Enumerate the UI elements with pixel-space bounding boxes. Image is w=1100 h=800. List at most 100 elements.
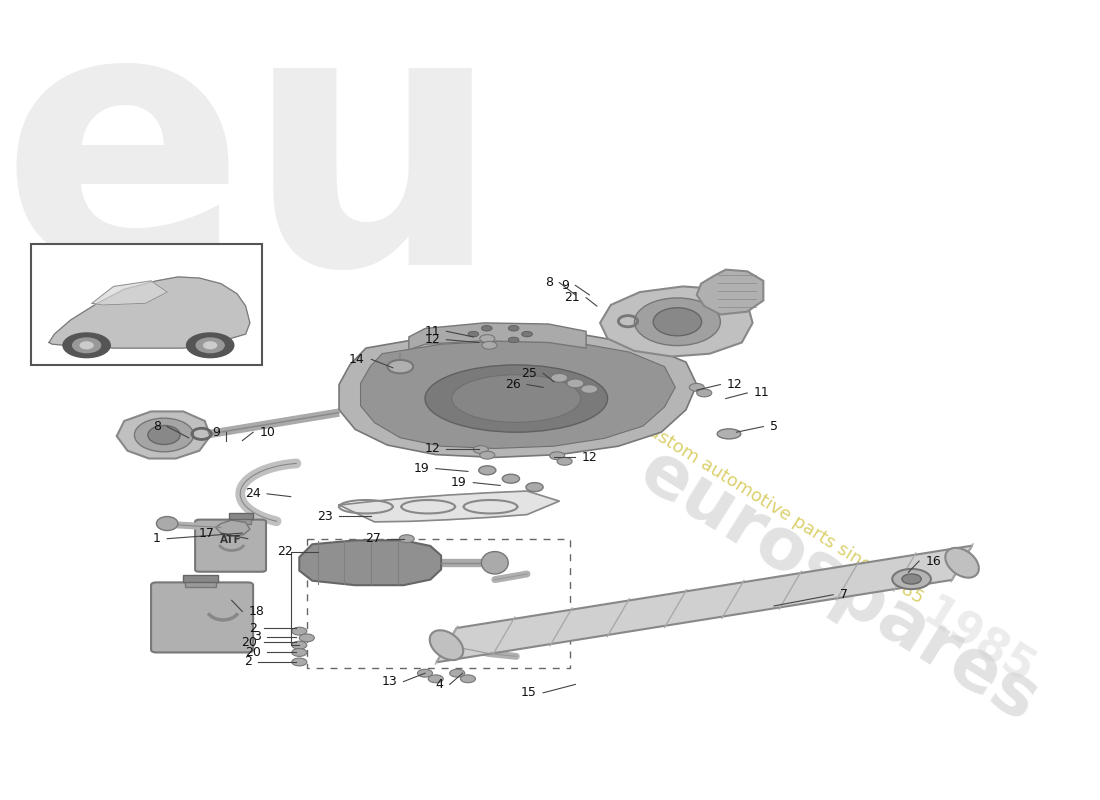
Text: 8: 8 — [544, 276, 553, 289]
Text: 12: 12 — [425, 334, 440, 346]
FancyBboxPatch shape — [195, 520, 266, 572]
Bar — [186, 579, 216, 587]
Circle shape — [902, 574, 921, 584]
Text: 4: 4 — [436, 678, 443, 691]
Text: 14: 14 — [349, 353, 365, 366]
Text: a custom automotive parts since 1985: a custom automotive parts since 1985 — [621, 408, 926, 608]
Circle shape — [521, 331, 532, 337]
Text: 2: 2 — [250, 622, 257, 635]
Polygon shape — [299, 540, 441, 585]
Text: 19: 19 — [414, 462, 429, 475]
Text: 2: 2 — [244, 655, 252, 669]
Bar — [230, 514, 253, 519]
Text: 9: 9 — [561, 279, 569, 292]
Text: 16: 16 — [925, 554, 942, 567]
Circle shape — [299, 634, 315, 642]
Circle shape — [696, 389, 712, 397]
Circle shape — [566, 379, 584, 388]
Circle shape — [581, 385, 598, 394]
Circle shape — [480, 451, 495, 459]
Text: 1985: 1985 — [915, 591, 1043, 694]
Circle shape — [292, 627, 307, 635]
Ellipse shape — [717, 429, 740, 439]
Circle shape — [480, 334, 495, 342]
Circle shape — [63, 333, 110, 358]
Circle shape — [508, 337, 519, 342]
Circle shape — [482, 342, 497, 350]
Polygon shape — [339, 333, 696, 458]
Text: 18: 18 — [249, 605, 265, 618]
Polygon shape — [409, 323, 586, 350]
Text: 17: 17 — [199, 526, 214, 539]
Circle shape — [551, 374, 568, 382]
Polygon shape — [92, 281, 167, 305]
Polygon shape — [361, 341, 675, 449]
Text: 26: 26 — [505, 378, 520, 391]
Circle shape — [80, 342, 94, 349]
Circle shape — [503, 474, 519, 483]
Circle shape — [550, 452, 564, 460]
Circle shape — [292, 658, 307, 666]
Text: 10: 10 — [260, 426, 275, 438]
Bar — [307, 538, 570, 667]
Text: 20: 20 — [242, 636, 257, 649]
Text: 20: 20 — [245, 646, 261, 659]
Text: eu: eu — [1, 0, 503, 340]
Circle shape — [478, 466, 496, 474]
FancyBboxPatch shape — [151, 582, 253, 653]
Ellipse shape — [482, 551, 508, 574]
Circle shape — [196, 338, 224, 353]
Text: 12: 12 — [425, 442, 440, 455]
Text: 1: 1 — [153, 532, 161, 545]
Text: 9: 9 — [212, 426, 220, 438]
Ellipse shape — [156, 517, 178, 530]
Text: eurospares: eurospares — [627, 436, 1050, 737]
Ellipse shape — [134, 418, 194, 452]
Circle shape — [187, 333, 234, 358]
Circle shape — [418, 670, 432, 677]
Circle shape — [292, 642, 307, 649]
Circle shape — [292, 649, 307, 656]
Text: 23: 23 — [317, 510, 332, 522]
Polygon shape — [216, 520, 250, 536]
Text: 25: 25 — [520, 367, 537, 380]
Text: 21: 21 — [564, 291, 580, 304]
Circle shape — [450, 670, 464, 677]
Circle shape — [892, 569, 931, 589]
Circle shape — [690, 383, 704, 391]
Bar — [184, 575, 218, 582]
Text: 15: 15 — [520, 686, 537, 699]
Text: 27: 27 — [365, 532, 381, 545]
Ellipse shape — [635, 298, 720, 346]
Circle shape — [482, 337, 492, 342]
Text: 8: 8 — [153, 420, 161, 433]
Text: 11: 11 — [754, 386, 769, 399]
Text: 13: 13 — [382, 675, 397, 688]
Text: 11: 11 — [425, 325, 440, 338]
Polygon shape — [437, 546, 972, 662]
Text: ATF: ATF — [220, 535, 241, 546]
Circle shape — [399, 534, 415, 542]
Text: 5: 5 — [770, 420, 778, 433]
Ellipse shape — [653, 308, 702, 336]
Polygon shape — [50, 277, 250, 348]
Polygon shape — [117, 411, 210, 458]
Circle shape — [468, 331, 478, 337]
Circle shape — [526, 482, 543, 491]
Circle shape — [428, 675, 443, 682]
Polygon shape — [696, 270, 763, 314]
Circle shape — [387, 360, 414, 374]
Text: 12: 12 — [727, 378, 742, 391]
Ellipse shape — [945, 548, 979, 578]
Bar — [31, 245, 262, 365]
Circle shape — [473, 446, 488, 454]
Text: 22: 22 — [277, 545, 293, 558]
Text: 12: 12 — [582, 451, 597, 464]
Circle shape — [73, 338, 100, 353]
Circle shape — [508, 326, 519, 331]
Ellipse shape — [430, 630, 463, 660]
Text: 19: 19 — [451, 476, 466, 489]
Polygon shape — [339, 491, 559, 522]
Text: 3: 3 — [253, 630, 261, 643]
Ellipse shape — [425, 365, 607, 432]
